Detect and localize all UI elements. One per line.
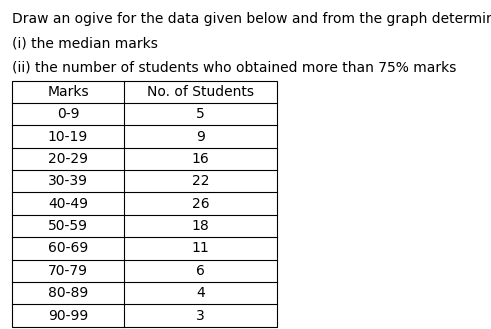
Text: 90-99: 90-99 <box>48 309 88 322</box>
Text: 50-59: 50-59 <box>48 219 88 233</box>
Text: 80-89: 80-89 <box>48 286 88 300</box>
Text: Draw an ogive for the data given below and from the graph determine:: Draw an ogive for the data given below a… <box>12 12 491 26</box>
Text: 3: 3 <box>196 309 205 322</box>
Text: 5: 5 <box>196 107 205 121</box>
Text: 6: 6 <box>196 264 205 278</box>
Text: (i) the median marks: (i) the median marks <box>12 36 158 50</box>
Text: 26: 26 <box>191 197 209 211</box>
Text: 11: 11 <box>191 241 209 255</box>
Text: 22: 22 <box>192 174 209 188</box>
Text: 16: 16 <box>191 152 209 166</box>
Text: Marks: Marks <box>47 85 89 99</box>
Text: 30-39: 30-39 <box>48 174 88 188</box>
Bar <box>12 81 277 327</box>
Text: 9: 9 <box>196 130 205 143</box>
Text: 20-29: 20-29 <box>48 152 88 166</box>
Text: 40-49: 40-49 <box>48 197 88 211</box>
Text: 70-79: 70-79 <box>48 264 88 278</box>
Text: 18: 18 <box>191 219 209 233</box>
Text: No. of Students: No. of Students <box>147 85 254 99</box>
Text: (ii) the number of students who obtained more than 75% marks: (ii) the number of students who obtained… <box>12 61 457 75</box>
Text: 4: 4 <box>196 286 205 300</box>
Text: 10-19: 10-19 <box>48 130 88 143</box>
Text: 0-9: 0-9 <box>56 107 79 121</box>
Text: 60-69: 60-69 <box>48 241 88 255</box>
